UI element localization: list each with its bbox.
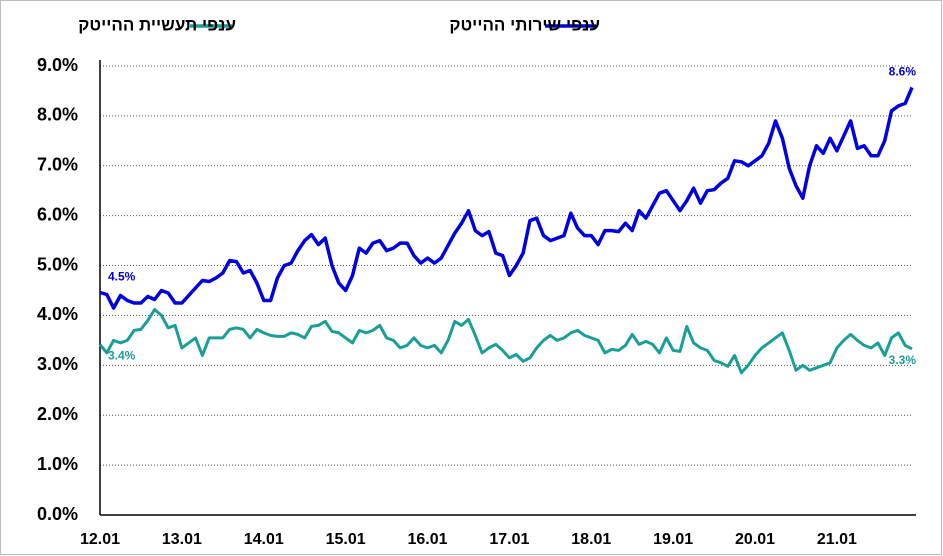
x-tick-label: 20.01 (735, 531, 775, 548)
x-tick-label: 18.01 (571, 531, 611, 548)
series-line (99, 86, 914, 310)
y-tick-label: 8.0% (37, 105, 78, 125)
x-tick-label: 14.01 (244, 531, 284, 548)
x-tick-label: 21.01 (817, 531, 857, 548)
y-tick-label: 4.0% (37, 304, 78, 324)
data-label: 3.3% (889, 353, 917, 367)
y-tick-label: 0.0% (37, 504, 78, 524)
x-tick-label: 16.01 (408, 531, 448, 548)
x-tick-label: 15.01 (326, 531, 366, 548)
y-tick-label: 9.0% (37, 55, 78, 75)
y-tick-label: 2.0% (37, 404, 78, 424)
y-tick-label: 7.0% (37, 155, 78, 175)
legend-label: ענפי תעשיית ההייטק (78, 15, 236, 34)
legend-label: ענפי שירותי ההייטק (449, 15, 600, 34)
data-label: 3.4% (108, 349, 136, 363)
data-label: 8.6% (889, 65, 917, 79)
y-tick-label: 6.0% (37, 204, 78, 224)
y-tick-label: 5.0% (37, 254, 78, 274)
series-line (98, 308, 913, 375)
x-tick-label: 19.01 (653, 531, 693, 548)
y-tick-label: 1.0% (37, 454, 78, 474)
y-tick-label: 3.0% (37, 354, 78, 374)
data-label: 4.5% (108, 270, 136, 284)
x-tick-label: 12.01 (80, 531, 120, 548)
x-tick-label: 13.01 (162, 531, 202, 548)
x-tick-label: 17.01 (489, 531, 529, 548)
